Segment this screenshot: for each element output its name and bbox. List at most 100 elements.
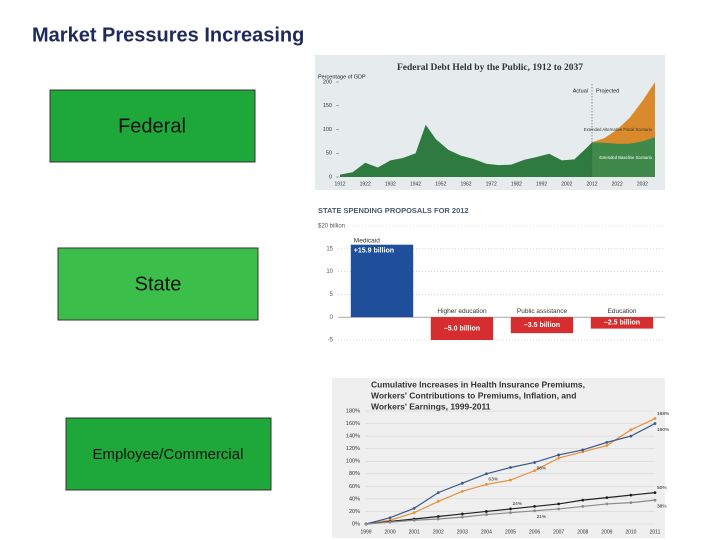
x-tick-label: 2006 [529, 529, 540, 535]
category-label: Higher education [437, 308, 487, 315]
point [653, 417, 657, 420]
y-tick-label: 10 [326, 269, 333, 275]
x-tick-label: 2007 [553, 529, 564, 535]
series-label: Extended Baseline Scenario [599, 155, 652, 160]
point [653, 422, 657, 425]
value-label: 160% [657, 427, 670, 433]
point [509, 478, 512, 482]
y-tick-label: 180% [346, 408, 360, 414]
point [485, 510, 488, 513]
x-tick-label: 1982 [511, 181, 522, 187]
point [629, 428, 633, 432]
value-label: 21% [537, 514, 547, 520]
value-label: 50% [657, 485, 667, 491]
y-tick-label: $20 billion [318, 224, 345, 230]
point [653, 498, 657, 502]
x-tick-label: 1962 [460, 181, 471, 187]
x-tick-label: 2004 [481, 529, 492, 535]
category-label: Education [608, 308, 637, 315]
point [533, 509, 536, 513]
point [460, 512, 464, 516]
x-tick-label: 1992 [536, 181, 547, 187]
x-tick-label: 2005 [505, 529, 516, 535]
x-tick-label: 2009 [601, 529, 612, 535]
point [509, 511, 512, 515]
y-tick-label: 20% [349, 509, 360, 515]
y-tick-label: 40% [349, 496, 360, 502]
point [436, 500, 440, 503]
y-tick-label: 100 [323, 127, 332, 133]
x-tick-label: 1942 [410, 181, 421, 187]
y-tick-label: 15 [326, 246, 333, 252]
point [412, 506, 416, 510]
point [412, 511, 416, 515]
point [412, 518, 416, 522]
bar [590, 317, 654, 329]
series-label: Actual [573, 88, 588, 94]
x-tick-label: 2002 [433, 529, 444, 535]
value-label: 168% [657, 411, 670, 417]
y-tick-label: -5 [328, 338, 334, 344]
chart-title: STATE SPENDING PROPOSALS FOR 2012 [318, 206, 469, 215]
area [340, 124, 592, 177]
category-label: Public assistance [517, 308, 568, 315]
box [57, 247, 259, 321]
y-tick-label: 50 [326, 151, 332, 157]
x-tick-label: 1922 [360, 181, 371, 187]
box [49, 89, 256, 163]
x-tick-label: 1932 [385, 181, 396, 187]
point [653, 491, 657, 495]
chart-title: Workers' Earnings, 1999-2011 [371, 401, 491, 411]
point [509, 466, 512, 469]
point [557, 507, 561, 511]
point [485, 472, 488, 476]
series-label: Extended Alternative Fiscal Scenario [584, 127, 653, 132]
point [581, 498, 585, 502]
value-label: –3.5 billion [524, 322, 560, 329]
x-tick-label: 2012 [586, 181, 597, 187]
x-tick-label: 2001 [409, 529, 420, 535]
point [605, 444, 609, 447]
value-label: 24% [513, 501, 523, 507]
chart-title: Federal Debt Held by the Public, 1912 to… [397, 63, 583, 73]
x-tick-label: 1999 [360, 529, 371, 535]
point [436, 515, 440, 518]
point [436, 491, 440, 495]
point [533, 461, 536, 464]
y-tick-label: 0 [330, 315, 334, 321]
chart-title: Workers' Contributions to Premiums, Infl… [371, 390, 576, 400]
box [65, 417, 272, 491]
y-tick-label: 200 [323, 79, 332, 85]
point [533, 469, 536, 473]
x-tick-label: 1952 [435, 181, 446, 187]
box-label: Federal [118, 115, 186, 137]
x-tick-label: 2003 [457, 529, 468, 535]
bar [430, 317, 494, 340]
y-tick-label: 0% [352, 521, 360, 527]
y-tick-label: 100% [346, 459, 360, 465]
point [485, 483, 488, 486]
value-label: –2.5 billion [604, 320, 640, 327]
x-tick-label: 2011 [650, 529, 661, 535]
x-tick-label: 2002 [561, 181, 572, 187]
point [581, 505, 585, 508]
point [557, 456, 561, 460]
point [605, 502, 609, 506]
x-tick-label: 2010 [625, 529, 636, 535]
annotation: Projected [596, 88, 619, 94]
value-label: 98% [537, 466, 547, 472]
point [629, 493, 633, 497]
x-tick-label: 2008 [577, 529, 588, 535]
value-label: –5.0 billion [444, 325, 480, 332]
y-tick-label: 60% [349, 484, 360, 490]
slide-title: Market Pressures Increasing [32, 24, 304, 46]
point [533, 505, 536, 508]
y-tick-label: 120% [346, 446, 360, 452]
point [605, 440, 609, 444]
bar [350, 244, 414, 318]
area [592, 137, 655, 177]
x-tick-label: 2032 [637, 181, 648, 187]
y-tick-label: 5 [330, 292, 334, 298]
box-label: Employee/Commercial [93, 446, 244, 463]
